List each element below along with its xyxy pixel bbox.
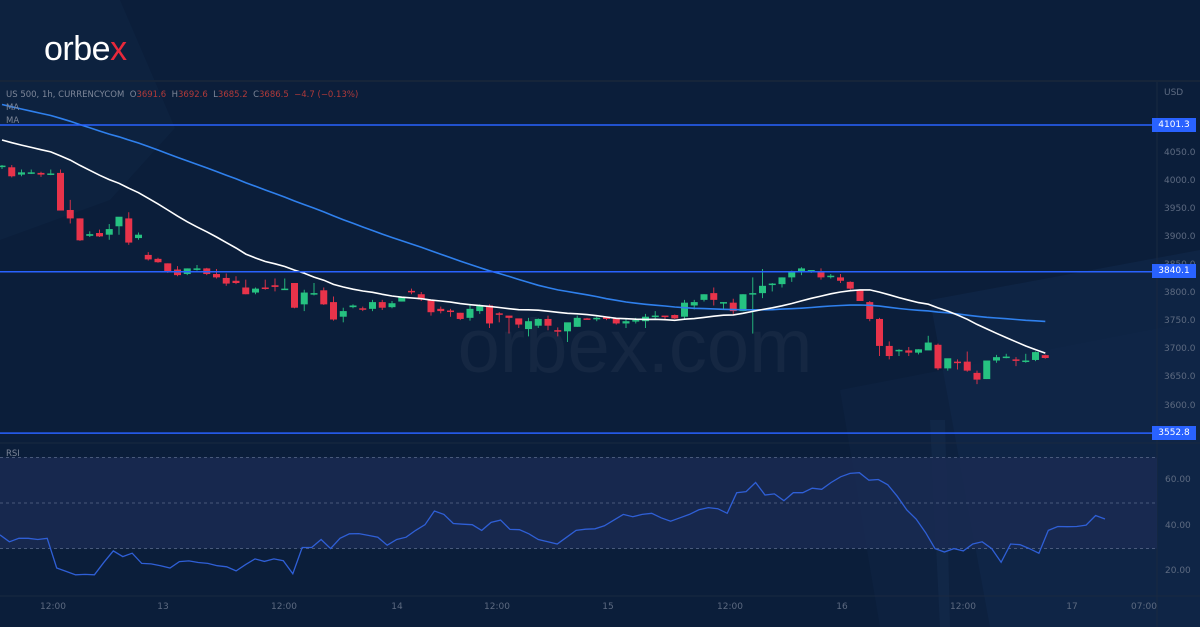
ma2-legend: MA — [6, 116, 20, 126]
ma-slow-line — [1, 103, 1046, 323]
rsi-tick-40: 40.00 — [1165, 521, 1191, 531]
ohlc-legend-line: US 500, 1h, CURRENCYCOM O3691.6 H3692.6 … — [6, 90, 359, 100]
currency-label: USD — [1164, 88, 1184, 98]
price-tick: 3650.0 — [1164, 372, 1196, 383]
price-tick: 3750.0 — [1164, 316, 1196, 327]
ma-fast-line — [1, 139, 1046, 354]
price-tick: 3700.0 — [1164, 344, 1196, 355]
symbol-label: US 500, 1h, CURRENCYCOM — [6, 90, 125, 100]
rsi-label: RSI — [6, 449, 20, 459]
rsi-tick-60: 60.00 — [1165, 475, 1191, 485]
low-value: 3685.2 — [217, 90, 248, 100]
rsi-line — [0, 472, 1106, 576]
header: orbex — [0, 0, 1200, 80]
open-value: 3691.6 — [136, 90, 167, 100]
chart-legend: US 500, 1h, CURRENCYCOM O3691.6 H3692.6 … — [6, 89, 358, 128]
level-tag-4101: 4101.3 — [1152, 118, 1196, 132]
time-tick: 15 — [602, 602, 614, 612]
level-tag-3552: 3552.8 — [1152, 426, 1196, 440]
time-tick: 17 — [1066, 602, 1078, 612]
close-value: 3686.5 — [259, 90, 289, 100]
candlesticks — [0, 165, 1049, 385]
time-tick: 12:00 — [271, 602, 297, 612]
time-tick: 12:00 — [484, 602, 510, 612]
time-tick: 07:00 — [1131, 602, 1157, 612]
price-tick: 3600.0 — [1164, 400, 1196, 411]
price-tick: 3900.0 — [1164, 232, 1196, 243]
price-tick: 3800.0 — [1164, 288, 1196, 299]
watermark: orbex.com — [458, 304, 813, 389]
time-tick: 13 — [157, 602, 169, 612]
rsi-tick-20: 20.00 — [1165, 566, 1191, 576]
price-tick: 3950.0 — [1164, 203, 1196, 214]
change-value: −4.7 (−0.13%) — [294, 90, 359, 100]
time-tick: 12:00 — [717, 602, 743, 612]
header-divider — [0, 80, 1200, 82]
orbex-logo: orbex — [44, 30, 127, 68]
high-value: 3692.6 — [178, 90, 208, 100]
ma1-legend: MA — [6, 103, 20, 113]
time-tick: 16 — [836, 602, 848, 612]
price-tick: 4050.0 — [1164, 147, 1196, 158]
time-tick: 12:00 — [950, 602, 976, 612]
level-tag-3840: 3840.1 — [1152, 264, 1196, 278]
time-tick: 12:00 — [40, 602, 66, 612]
time-tick: 14 — [391, 602, 403, 612]
price-tick: 4000.0 — [1164, 175, 1196, 186]
